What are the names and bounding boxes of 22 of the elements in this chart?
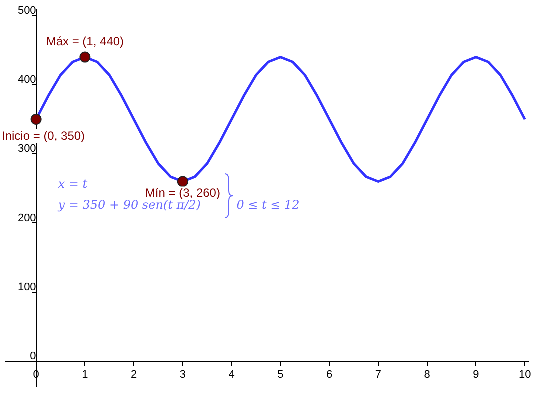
annotation: x = t	[58, 177, 88, 192]
annotation: 0 ≤ t ≤ 12	[236, 198, 300, 212]
y-tick-label: 100	[18, 281, 36, 294]
annotation: Máx = (1, 440)	[46, 34, 124, 49]
x-tick-label: 6	[326, 369, 333, 382]
x-tick-label: 7	[375, 369, 382, 382]
x-tick-label: 5	[278, 369, 284, 382]
annotation: y = 350 + 90 sen(t π/2)	[58, 198, 201, 212]
y-tick-label: 0	[30, 350, 36, 363]
x-tick-label: 9	[473, 369, 480, 382]
x-tick-label: 3	[180, 369, 186, 382]
y-tick-label: 300	[18, 143, 36, 156]
x-tick-label: 8	[424, 369, 430, 382]
x-tick-label: 10	[518, 369, 532, 382]
y-tick-label: 500	[18, 4, 36, 17]
y-tick-label: 200	[18, 212, 36, 224]
annotation: Mín = (3, 260)	[145, 186, 220, 200]
x-tick-label: 1	[82, 369, 88, 382]
x-tick-label: 4	[228, 369, 235, 382]
y-tick-label: 400	[18, 74, 36, 86]
x-tick-label: 2	[131, 369, 138, 382]
annotation: Inicio = (0, 350)	[2, 128, 86, 143]
